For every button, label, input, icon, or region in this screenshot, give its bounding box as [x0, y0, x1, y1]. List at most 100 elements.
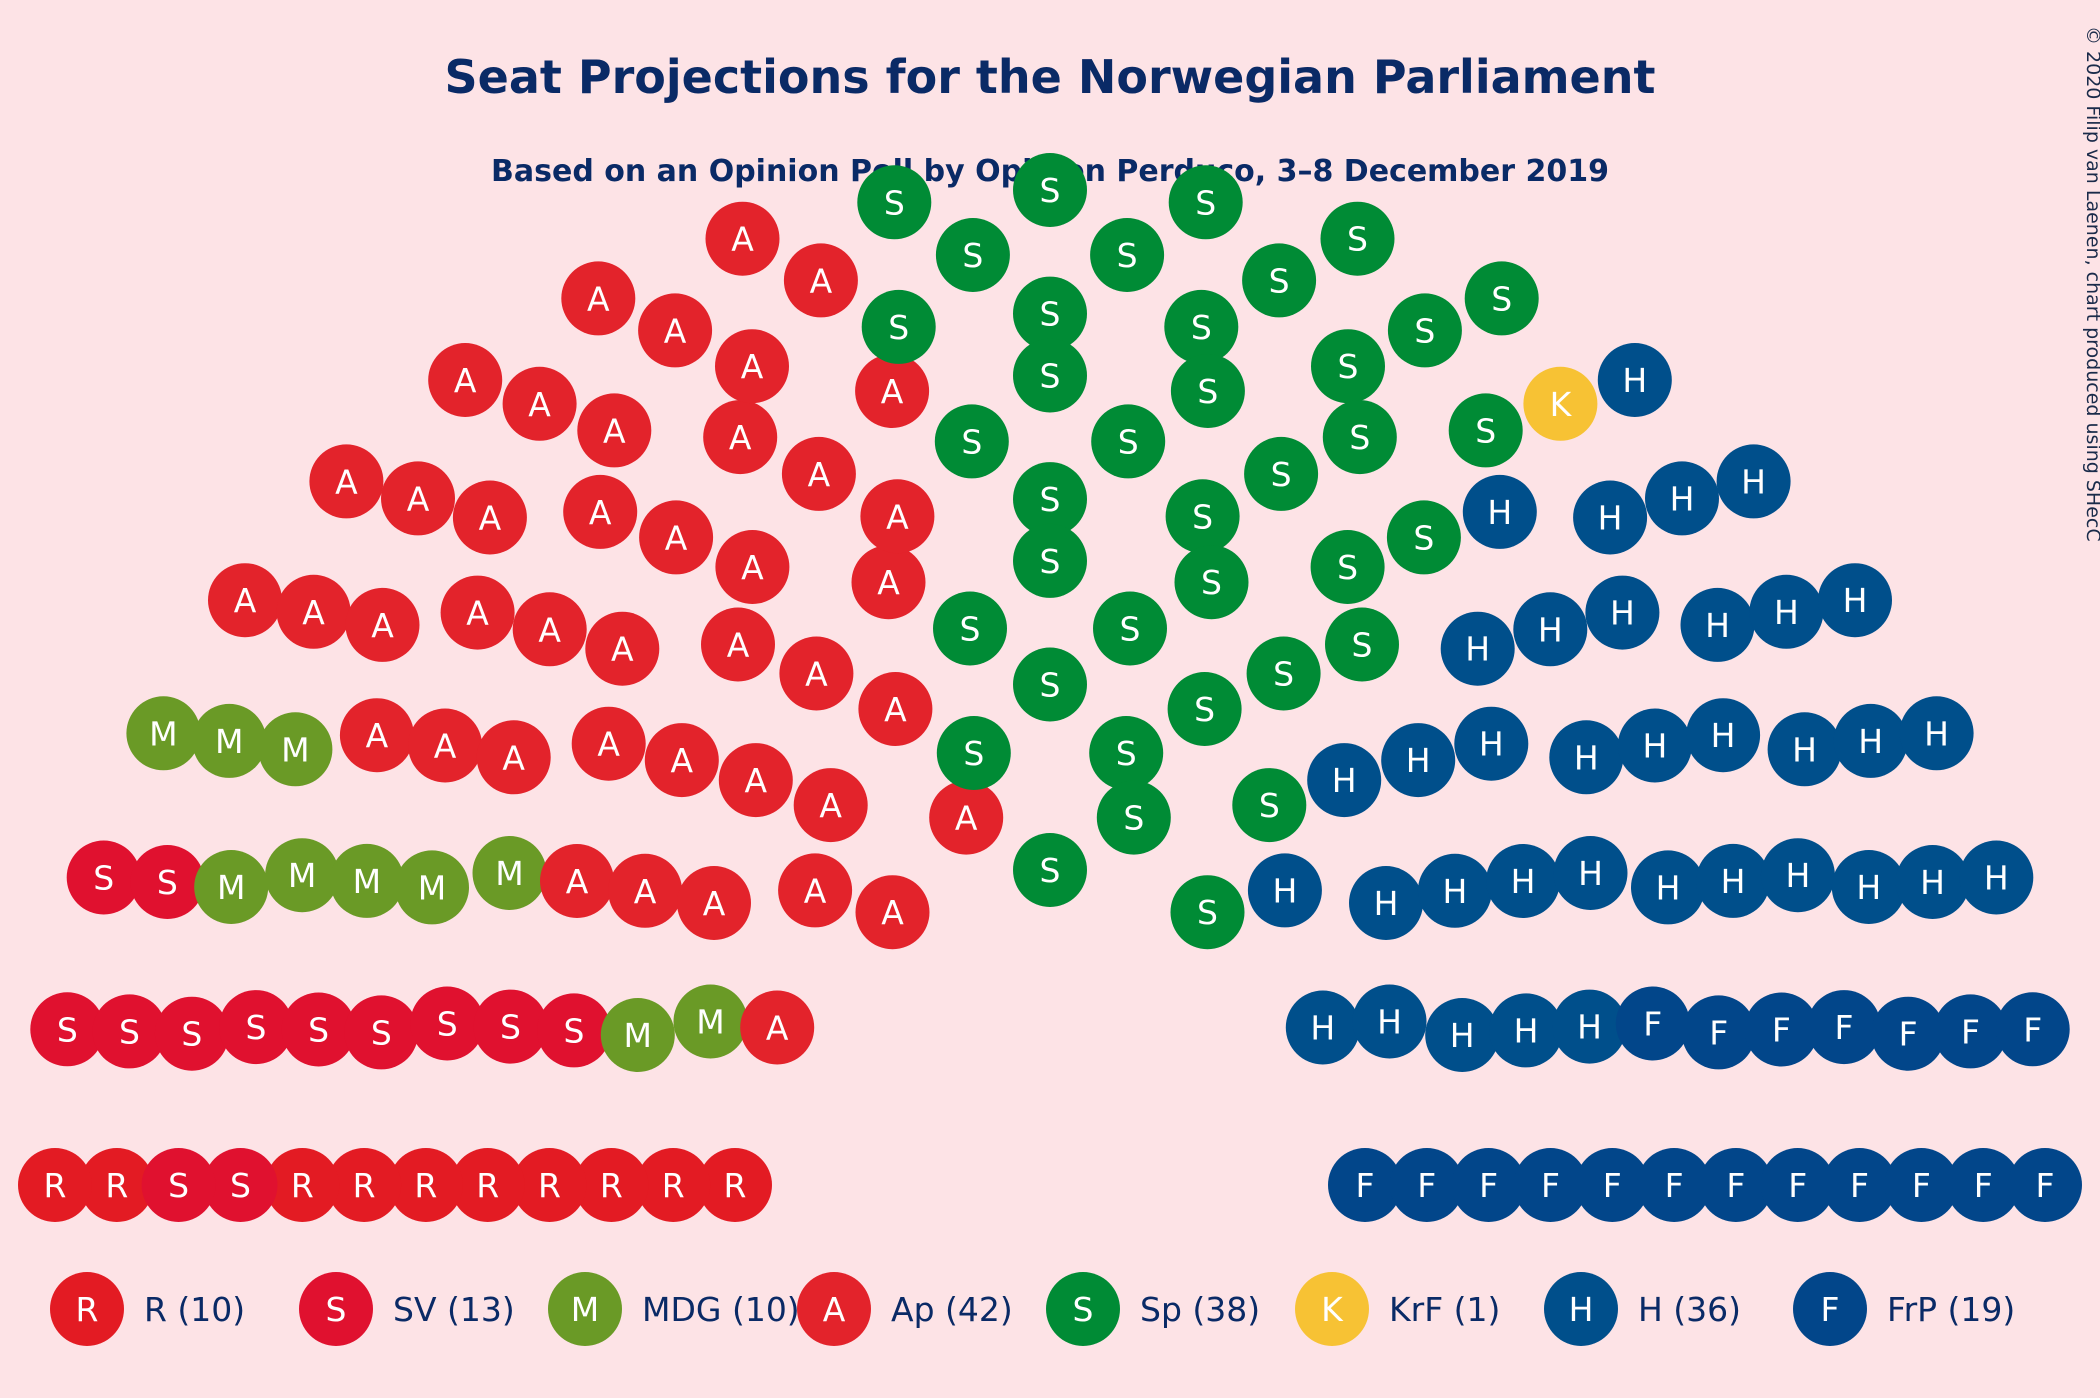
seat-ap: A [381, 461, 455, 536]
seat-letter: H [1610, 594, 1635, 633]
seat-mdg: M [265, 838, 340, 913]
seat-letter: H [1450, 1016, 1475, 1055]
legend-item-frp: F FrP (19) [1793, 1272, 2015, 1346]
seat-letter: A [881, 372, 904, 411]
seat-letter: F [1850, 1166, 1869, 1205]
seat-sp: S [935, 218, 1010, 292]
seat-letter: A [881, 893, 904, 932]
seat-h: H [1680, 587, 1755, 662]
seat-letter: F [1479, 1166, 1498, 1205]
seat-circle [793, 768, 868, 843]
seat-sp: S [1013, 647, 1087, 722]
seat-circle [1417, 853, 1492, 928]
seat-circle [600, 998, 675, 1072]
seat-circle [933, 591, 1007, 666]
seat-frp: F [1822, 1148, 1897, 1222]
seat-circle [1686, 698, 1761, 773]
seat-h: H [1631, 850, 1705, 925]
seat-sp: S [1246, 636, 1321, 711]
seat-h: H [1716, 444, 1791, 519]
seat-circle [265, 838, 340, 913]
seat-frp: F [1760, 1148, 1835, 1222]
seat-frp: F [1884, 1148, 1959, 1222]
seat-h: H [1585, 575, 1660, 650]
seat-mdg: M [472, 836, 547, 910]
seat-letter: S [1040, 357, 1061, 396]
seat-circle [18, 1148, 92, 1222]
seat-circle [1349, 866, 1423, 940]
seat-circle [208, 563, 282, 638]
seat-krf: K [1523, 366, 1598, 441]
seat-mdg: M [126, 696, 201, 771]
seat-circle [1696, 843, 1771, 918]
seat-h: H [1818, 563, 1892, 638]
seat-ap: A [783, 243, 858, 318]
seat-letter: M [217, 868, 245, 907]
seat-ap: A [639, 500, 714, 575]
seat-h: H [1349, 866, 1423, 940]
page-title: Seat Projections for the Norwegian Parli… [444, 50, 1656, 104]
seat-circle [344, 995, 419, 1070]
seat-circle [194, 850, 269, 924]
seat-circle [1013, 833, 1087, 907]
seat-letter: H [1511, 862, 1536, 901]
seat-circle [1013, 276, 1087, 351]
seat-letter: S [57, 1010, 78, 1049]
seat-ap: A [793, 768, 868, 843]
seat-circle [1440, 611, 1515, 686]
seat-circle [1995, 992, 2070, 1067]
seat-ap: A [585, 611, 660, 686]
seat-letter: F [1835, 1008, 1854, 1047]
seat-circle [1093, 591, 1167, 666]
seat-frp: F [1575, 1148, 1650, 1222]
seat-circle [1513, 592, 1588, 667]
seat-circle [1096, 780, 1171, 855]
seat-letter: S [1120, 610, 1141, 649]
seat-circle [1246, 636, 1321, 711]
seat-circle [855, 354, 930, 428]
seat-letter: M [288, 856, 316, 895]
seat-sp: S [1167, 672, 1242, 746]
seat-ap: A [428, 343, 503, 417]
seat-h: H [1899, 696, 1974, 771]
seat-letter: F [1709, 1013, 1728, 1052]
seat-circle [677, 866, 751, 940]
seat-circle [1631, 850, 1705, 925]
seat-letter: A [302, 593, 325, 632]
seat-circle [1486, 844, 1560, 918]
seat-letter: S [1259, 786, 1280, 825]
seat-letter: A [955, 799, 978, 838]
seat-ap: A [860, 479, 935, 554]
seat-mdg: M [194, 850, 269, 924]
seat-letter: A [884, 690, 907, 729]
seat-r: R [512, 1148, 587, 1222]
seat-letter: R [44, 1166, 67, 1205]
seat-sv: S [537, 993, 611, 1068]
seat-letter: H [1774, 593, 1799, 632]
seat-circle [1749, 574, 1824, 649]
seat-letter: F [1974, 1166, 1993, 1205]
seat-letter: S [1118, 422, 1139, 461]
seat-circle [1946, 1148, 2021, 1222]
legend-letter: H [1569, 1290, 1594, 1329]
legend-swatch [299, 1272, 373, 1346]
seat-letter: S [1349, 418, 1370, 457]
seat-circle [1013, 647, 1087, 722]
seat-letter: R [662, 1166, 685, 1205]
seat-circle [698, 1148, 772, 1222]
seat-mdg: M [673, 984, 748, 1059]
seat-circle [339, 698, 414, 773]
seat-letter: S [1347, 220, 1368, 259]
seat-letter: S [1414, 311, 1435, 350]
seat-h: H [1959, 840, 2034, 915]
seat-h: H [1454, 706, 1529, 781]
seat-letter: A [729, 418, 752, 457]
seat-letter: M [353, 862, 381, 901]
seat-letter: F [1417, 1166, 1436, 1205]
seat-letter: S [308, 1011, 329, 1050]
seat-sp: S [933, 591, 1007, 666]
seat-r: R [636, 1148, 711, 1222]
seat-ap: A [638, 293, 713, 368]
seat-circle [92, 994, 167, 1069]
seat-letter: R [724, 1166, 747, 1205]
